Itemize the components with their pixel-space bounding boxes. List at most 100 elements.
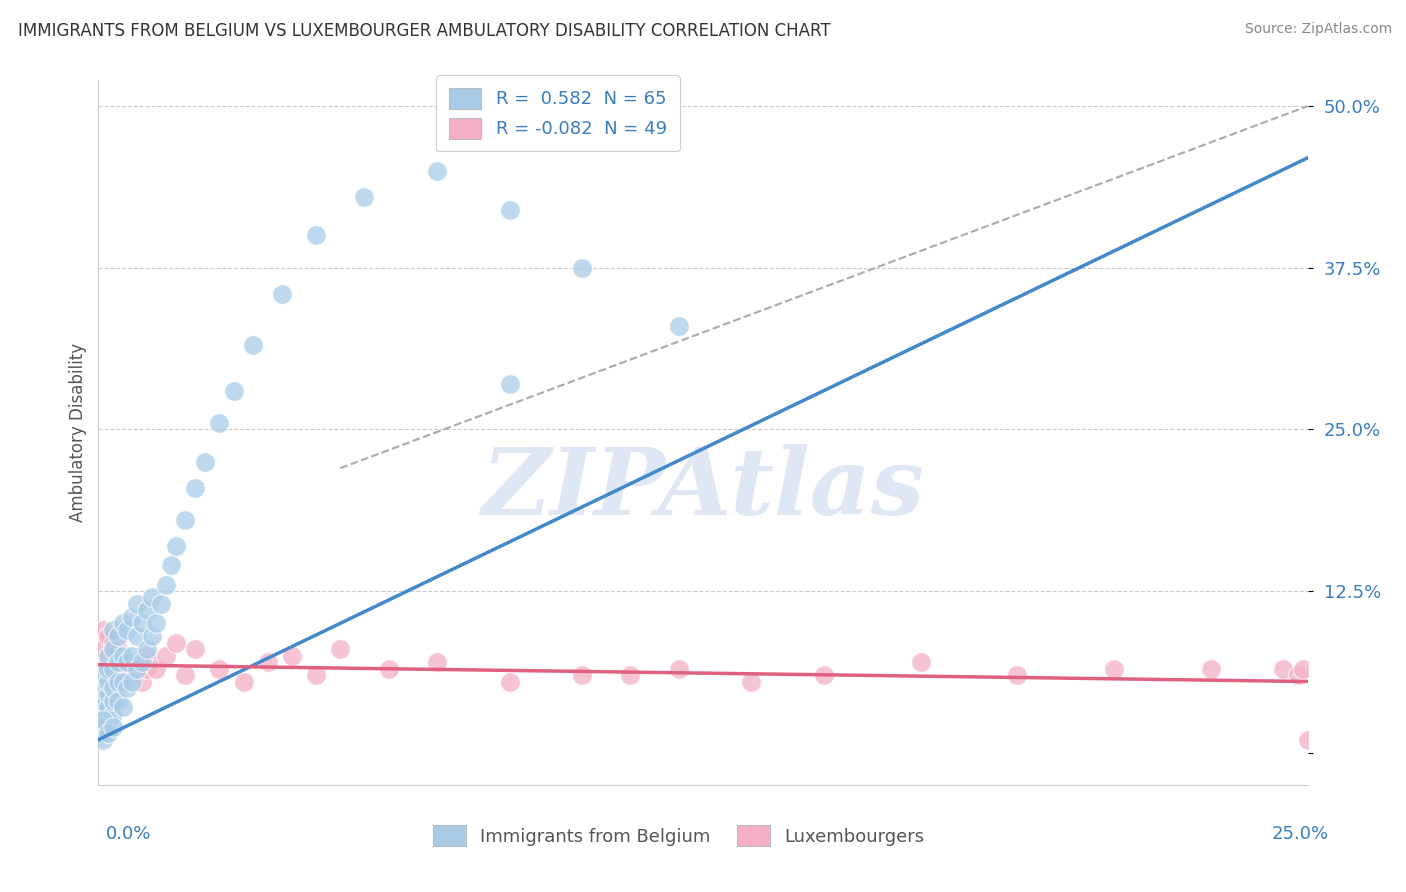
Point [117, 681, 139, 695]
Point [91, 694, 114, 708]
Point [91, 681, 114, 695]
Point [740, 674, 762, 689]
Point [208, 416, 231, 430]
Point [111, 648, 134, 663]
Point [145, 616, 167, 631]
Point [208, 662, 231, 676]
Point [160, 558, 183, 573]
Text: IMMIGRANTS FROM BELGIUM VS LUXEMBOURGER AMBULATORY DISABILITY CORRELATION CHART: IMMIGRANTS FROM BELGIUM VS LUXEMBOURGER … [18, 22, 831, 40]
Point [97, 674, 120, 689]
Point [194, 455, 217, 469]
Point [111, 674, 134, 689]
Point [377, 662, 399, 676]
Point [305, 668, 328, 682]
Point [117, 623, 139, 637]
Point [145, 662, 167, 676]
Point [111, 674, 134, 689]
Point [1272, 662, 1295, 676]
Point [97, 655, 120, 669]
Point [121, 648, 143, 663]
Point [571, 260, 593, 275]
Point [111, 648, 134, 663]
Legend: Immigrants from Belgium, Luxembourgers: Immigrants from Belgium, Luxembourgers [426, 818, 932, 854]
Point [184, 481, 207, 495]
Point [97, 700, 120, 714]
Point [155, 577, 177, 591]
Point [91, 623, 114, 637]
Point [101, 688, 124, 702]
Point [101, 642, 124, 657]
Point [150, 597, 173, 611]
Point [121, 668, 143, 682]
Point [256, 655, 278, 669]
Point [107, 655, 129, 669]
Point [174, 513, 197, 527]
Point [127, 629, 149, 643]
Point [281, 648, 304, 663]
Point [184, 642, 207, 657]
Point [101, 623, 124, 637]
Y-axis label: Ambulatory Disability: Ambulatory Disability [69, 343, 87, 522]
Point [141, 629, 163, 643]
Point [101, 662, 124, 676]
Point [141, 591, 163, 605]
Point [426, 163, 449, 178]
Point [131, 655, 153, 669]
Point [91, 726, 114, 740]
Point [271, 286, 294, 301]
Point [97, 648, 120, 663]
Point [155, 648, 177, 663]
Point [232, 674, 254, 689]
Point [107, 668, 129, 682]
Point [91, 700, 114, 714]
Point [131, 674, 153, 689]
Point [97, 726, 120, 740]
Point [91, 662, 114, 676]
Point [498, 674, 520, 689]
Point [1102, 662, 1125, 676]
Point [1199, 662, 1222, 676]
Point [117, 662, 139, 676]
Point [135, 662, 157, 676]
Point [571, 668, 593, 682]
Point [91, 706, 114, 721]
Point [97, 700, 120, 714]
Point [127, 655, 149, 669]
Point [131, 616, 153, 631]
Point [426, 655, 449, 669]
Point [101, 720, 124, 734]
Point [91, 681, 114, 695]
Point [101, 694, 124, 708]
Point [135, 603, 157, 617]
Point [97, 674, 120, 689]
Point [91, 714, 114, 728]
Text: ZIPAtlas: ZIPAtlas [481, 444, 925, 534]
Point [111, 700, 134, 714]
Point [135, 648, 157, 663]
Point [1296, 732, 1319, 747]
Point [101, 636, 124, 650]
Point [1292, 662, 1315, 676]
Point [111, 616, 134, 631]
Point [174, 668, 197, 682]
Point [91, 732, 114, 747]
Point [498, 202, 520, 217]
Point [97, 662, 120, 676]
Point [329, 642, 352, 657]
Point [121, 610, 143, 624]
Point [101, 706, 124, 721]
Point [668, 662, 690, 676]
Point [1007, 668, 1029, 682]
Point [117, 655, 139, 669]
Point [91, 668, 114, 682]
Point [135, 642, 157, 657]
Point [107, 629, 129, 643]
Point [910, 655, 932, 669]
Point [1286, 668, 1309, 682]
Point [107, 694, 129, 708]
Point [242, 338, 264, 352]
Point [121, 674, 143, 689]
Point [668, 318, 690, 333]
Point [353, 189, 375, 203]
Point [91, 642, 114, 657]
